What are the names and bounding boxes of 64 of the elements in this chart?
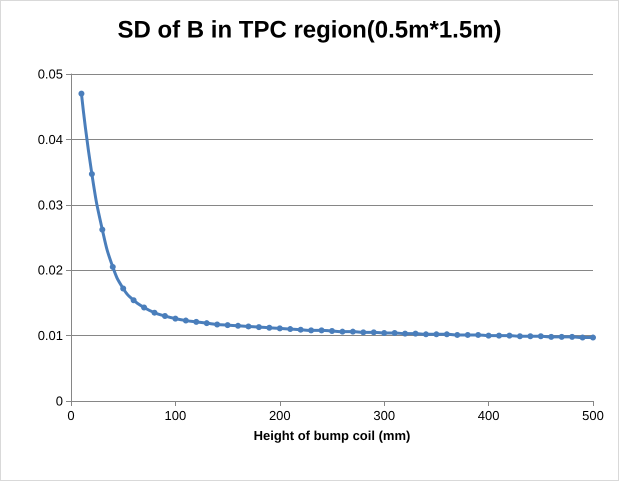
point <box>329 328 335 334</box>
y-tick-label: 0.03 <box>38 197 63 212</box>
point <box>224 322 231 328</box>
point <box>130 297 137 304</box>
point <box>464 332 471 338</box>
x-axis-title: Height of bump coil (mm) <box>254 428 410 443</box>
point <box>444 331 450 338</box>
point <box>350 328 356 335</box>
point <box>78 90 84 97</box>
point <box>569 334 576 340</box>
point <box>412 330 419 337</box>
point <box>370 329 377 336</box>
point <box>590 334 596 341</box>
chart-title: SD of B in TPC region(0.5m*1.5m) <box>117 16 502 44</box>
point <box>99 226 106 233</box>
point <box>475 332 482 338</box>
point <box>392 330 398 336</box>
y-tick-label: 0.02 <box>38 262 63 278</box>
point <box>172 316 178 322</box>
x-tick-label: 0 <box>67 408 75 423</box>
point <box>141 304 148 310</box>
point <box>516 333 523 340</box>
y-tick-label: 0.01 <box>38 328 63 344</box>
point <box>318 327 325 334</box>
x-tick-label: 300 <box>373 408 396 423</box>
point <box>527 333 534 340</box>
point <box>245 323 252 330</box>
point <box>182 318 189 324</box>
point <box>162 312 168 319</box>
point <box>298 326 304 333</box>
point <box>152 310 158 316</box>
point <box>360 329 366 336</box>
x-tick-label: 100 <box>164 408 186 423</box>
point <box>276 325 283 332</box>
y-tick-label: 0.05 <box>38 66 63 82</box>
point <box>422 331 429 338</box>
x-tick-label: 500 <box>582 408 604 423</box>
point <box>193 318 200 325</box>
point <box>506 332 512 339</box>
point <box>486 332 492 339</box>
point <box>580 334 586 341</box>
point <box>433 331 440 338</box>
point <box>496 332 502 339</box>
point <box>381 330 388 336</box>
y-tick-label: 0.04 <box>38 132 63 147</box>
point <box>287 326 294 332</box>
x-tick-label: 200 <box>268 408 291 423</box>
point <box>266 324 272 331</box>
point <box>402 330 408 337</box>
point <box>120 286 126 292</box>
point <box>454 332 460 338</box>
point <box>308 327 314 334</box>
point <box>110 264 116 270</box>
point <box>214 321 220 328</box>
point <box>88 171 95 178</box>
point <box>256 324 262 330</box>
point <box>558 334 565 340</box>
point <box>204 320 210 326</box>
point <box>548 334 554 340</box>
point <box>538 333 544 340</box>
point <box>339 328 346 335</box>
y-tick-label: 0 <box>56 394 63 408</box>
x-tick-label: 400 <box>478 408 500 423</box>
point <box>235 322 242 329</box>
